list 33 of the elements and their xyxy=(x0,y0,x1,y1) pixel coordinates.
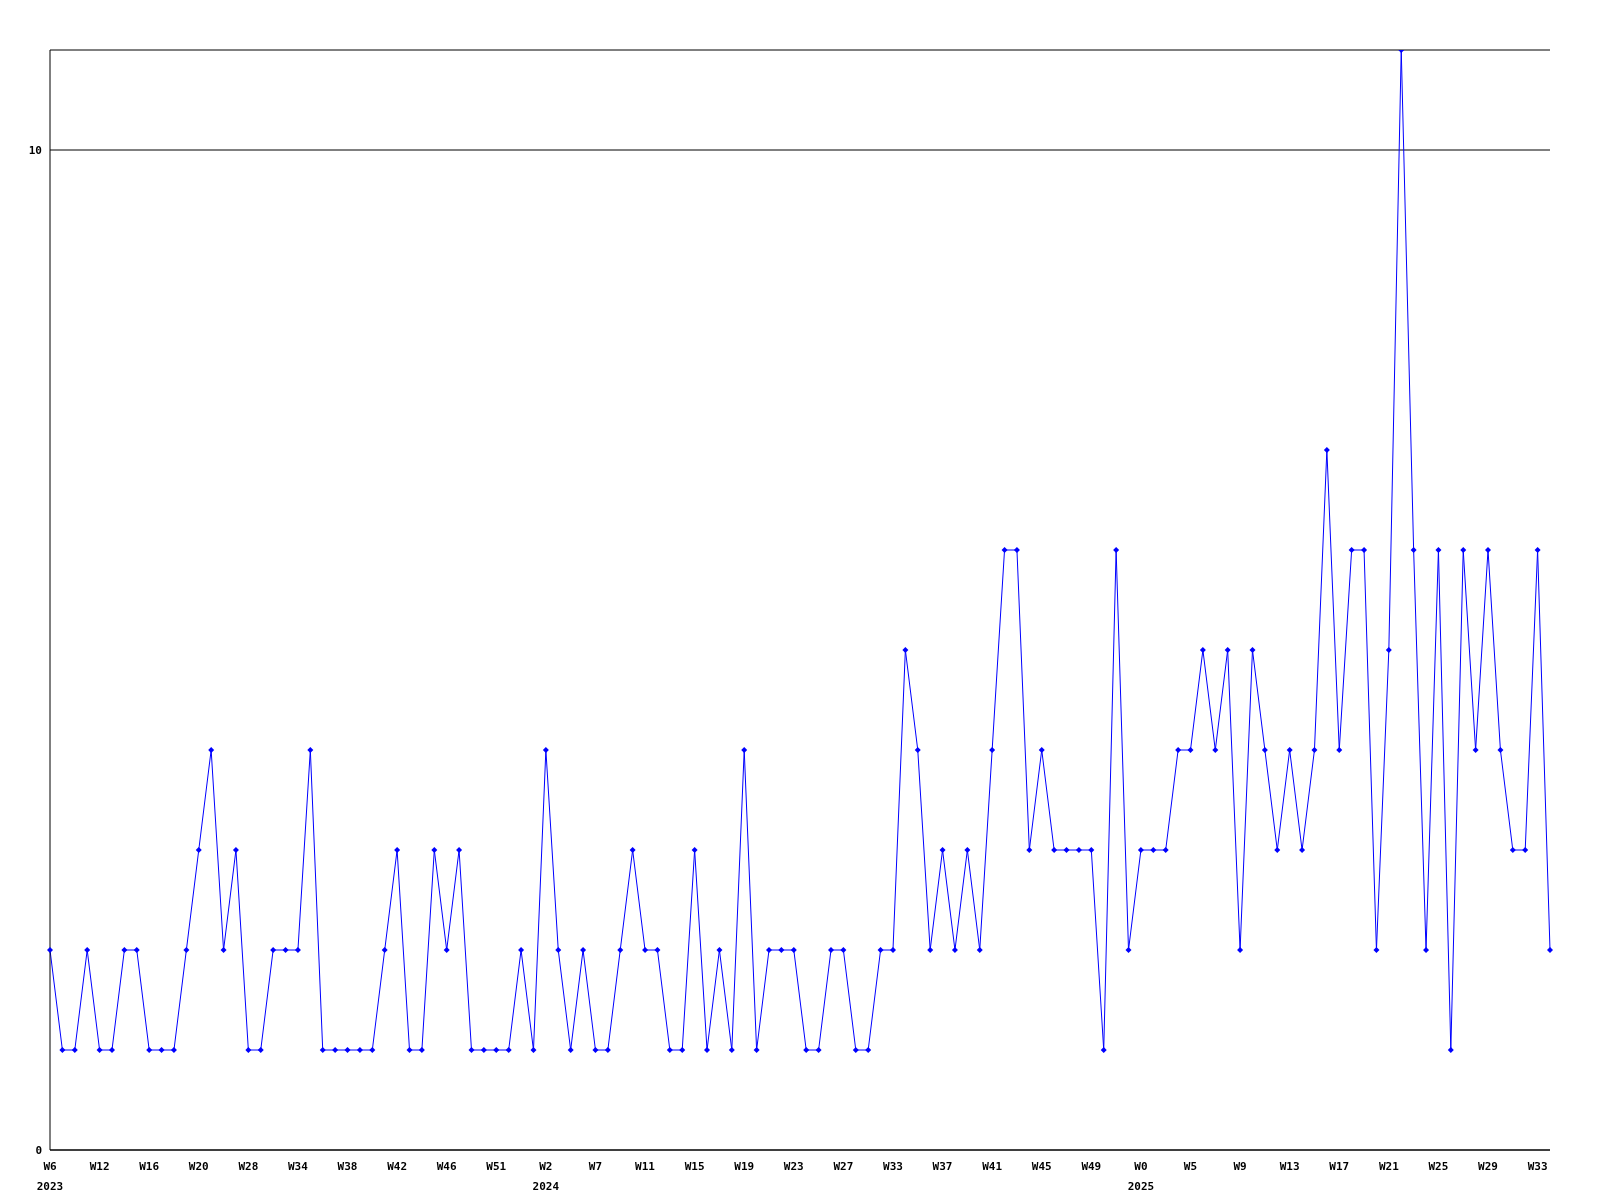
x-tick-label: W27 xyxy=(833,1160,854,1173)
x-tick-label: W9 xyxy=(1233,1160,1247,1173)
x-tick-label: W29 xyxy=(1478,1160,1498,1173)
y-tick-label: 0 xyxy=(35,1144,42,1157)
x-tick-label: W20 xyxy=(188,1160,209,1173)
x-tick-label: W25 xyxy=(1428,1160,1449,1173)
x-tick-label: W19 xyxy=(734,1160,755,1173)
y-tick-label: 10 xyxy=(28,144,42,157)
x-tick-label: W46 xyxy=(436,1160,457,1173)
x-tick-label: W42 xyxy=(387,1160,408,1173)
x-tick-label: W49 xyxy=(1081,1160,1102,1173)
x-tick-label: W5 xyxy=(1183,1160,1198,1173)
x-tick-label: W23 xyxy=(783,1160,804,1173)
x-tick-label: W0 2025 xyxy=(1127,1160,1155,1193)
x-tick-label: W11 xyxy=(635,1160,656,1173)
x-tick-label: W17 xyxy=(1329,1160,1350,1173)
x-tick-label: W51 xyxy=(486,1160,507,1173)
x-tick-label: W28 xyxy=(238,1160,259,1173)
x-tick-label: W37 xyxy=(932,1160,953,1173)
x-tick-label: W15 xyxy=(684,1160,705,1173)
x-tick-label: W7 xyxy=(588,1160,603,1173)
x-tick-label: W12 xyxy=(89,1160,110,1173)
x-tick-label: W45 xyxy=(1031,1160,1052,1173)
x-tick-label: W6 2023 xyxy=(36,1160,64,1193)
x-tick-label: W16 xyxy=(139,1160,160,1173)
x-tick-label: W34 xyxy=(288,1160,309,1173)
x-tick-label: W33 xyxy=(883,1160,903,1173)
x-tick-label: W38 xyxy=(337,1160,358,1173)
x-tick-label: W21 xyxy=(1378,1160,1400,1173)
x-tick-label: W41 xyxy=(982,1160,1003,1173)
x-tick-label: W13 xyxy=(1279,1160,1300,1173)
x-tick-label: W33 xyxy=(1527,1160,1548,1173)
x-tick-label: W2 2024 xyxy=(532,1160,560,1193)
